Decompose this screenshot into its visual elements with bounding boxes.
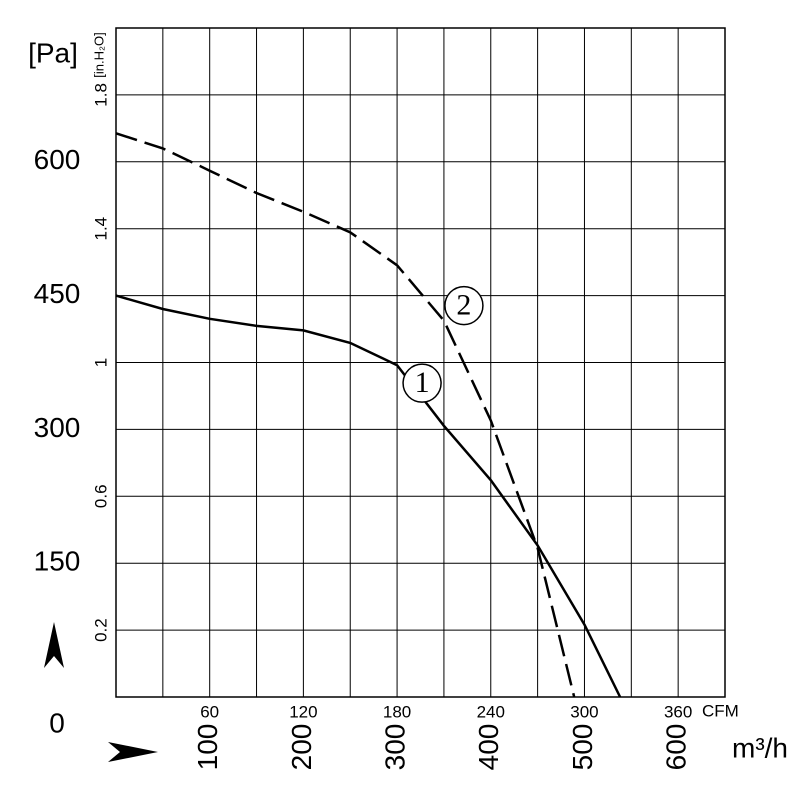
x-tick-label: 100 — [192, 724, 223, 771]
x2-tick-label: 60 — [200, 702, 219, 721]
x-arrow — [108, 742, 158, 762]
x2-tick-label: 120 — [289, 702, 317, 721]
x-tick-label: 400 — [473, 724, 504, 771]
series-label: 2 — [456, 288, 471, 321]
x-tick-label: 600 — [661, 724, 692, 771]
y2-axis-label: [in.H₂O] — [91, 32, 106, 78]
x2-tick-label: 360 — [664, 702, 692, 721]
y2-tick-label: 0.6 — [91, 484, 110, 508]
y2-tick-label: 1.8 — [91, 83, 110, 107]
y-tick-label: 150 — [34, 546, 81, 577]
y2-tick-label: 0.2 — [91, 618, 110, 642]
y2-tick-label: 1 — [91, 358, 110, 367]
curve — [115, 132, 576, 698]
series-label-circle — [402, 363, 442, 403]
y-tick-label: 0 — [49, 707, 65, 738]
x2-tick-label: 240 — [477, 702, 505, 721]
curve — [115, 294, 622, 698]
x-tick-label: 500 — [567, 724, 598, 771]
y2-tick-label: 1.4 — [91, 217, 110, 241]
series-label: 1 — [415, 366, 430, 399]
x2-tick-label: 180 — [383, 702, 411, 721]
x-axis-label: m³/h — [732, 732, 788, 763]
y-tick-label: 300 — [34, 412, 81, 443]
series-label-circle — [444, 285, 484, 326]
x-tick-label: 200 — [286, 724, 317, 771]
x-tick-label: 300 — [379, 724, 410, 771]
y-arrow — [44, 622, 64, 668]
y-tick-label: 450 — [34, 278, 81, 309]
y-axis-label: [Pa] — [28, 37, 78, 68]
x2-axis-label: CFM — [702, 701, 739, 720]
x2-tick-label: 300 — [570, 702, 598, 721]
y-tick-label: 600 — [34, 144, 81, 175]
